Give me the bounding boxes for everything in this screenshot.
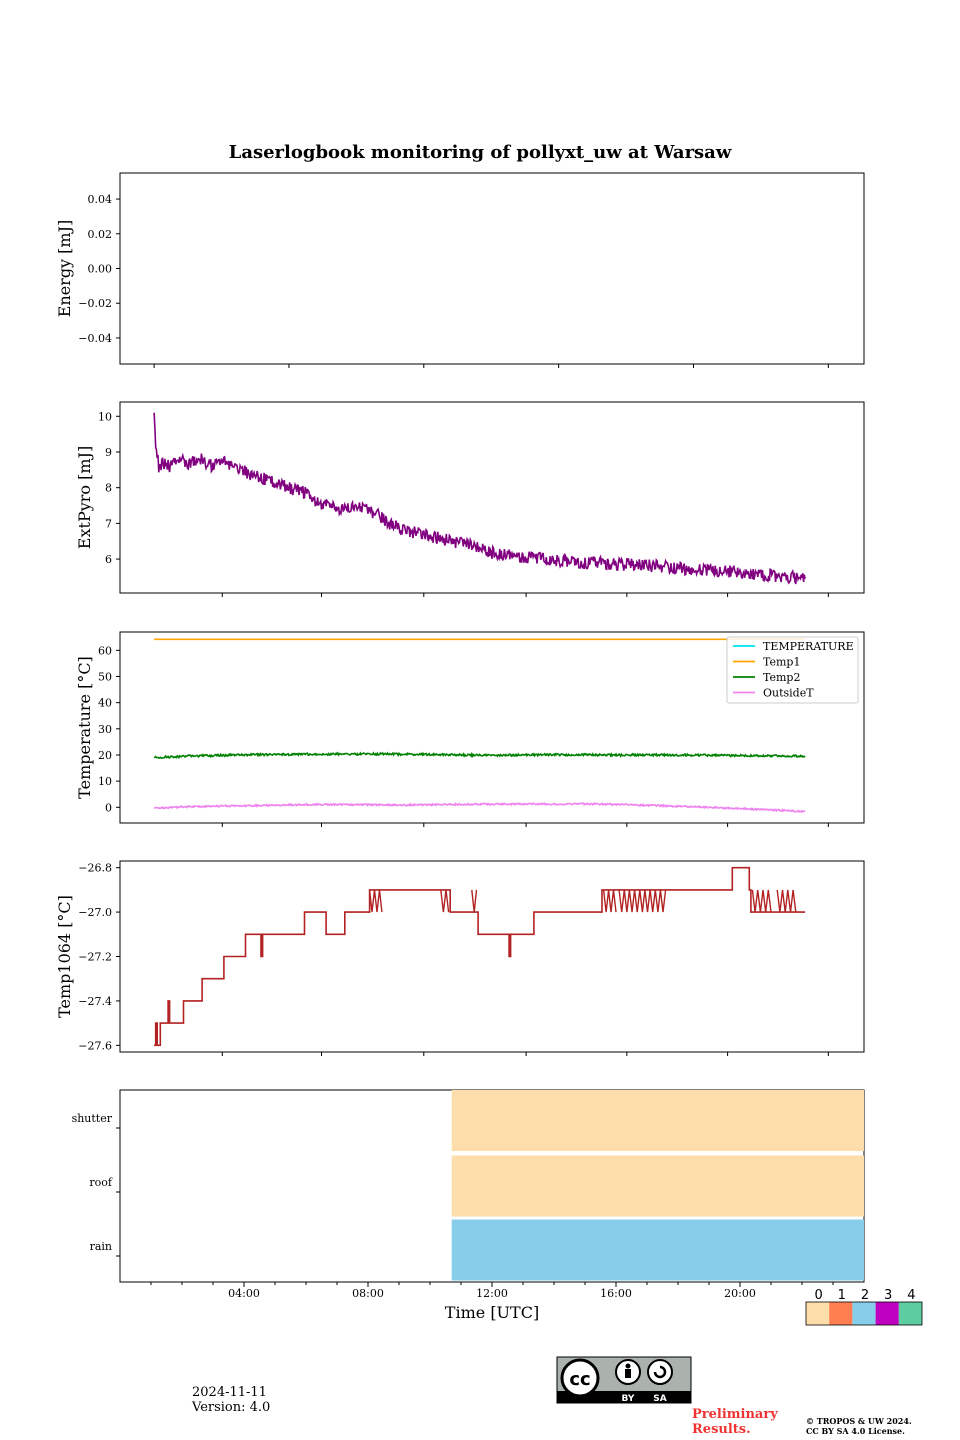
energy-frame [119,172,865,365]
temp1064-flicker-segment [368,889,383,913]
temp1064-panel: −26.8 −27.0 −27.2 −27.4 −27.6 Temp1064 [°C] [55,860,865,1056]
temp1064-flicker-segment [602,889,617,913]
colorbar-label-0: 0 [814,1288,822,1303]
colorbar-swatch-0 [806,1302,830,1325]
cc-logo-text: cc [569,1369,590,1390]
cc-logo-icon [560,1358,600,1398]
status-panel: shutter roof rain 04:00 08:00 12:00 16:00 20:00… [72,1089,865,1322]
temp1064-ytick-label: −27.6 [78,1039,112,1052]
legend-label-temp2: Temp2 [763,671,800,684]
temperature-ytick-label: 60 [98,644,112,657]
status-segment-roof [451,1155,864,1217]
temp1064-flicker-segment [751,889,772,913]
cc-sa-label: SA [653,1394,666,1404]
status-xtick-label: 04:00 [228,1287,260,1300]
energy-ytick-label: 0.04 [88,193,113,206]
temperature-ytick-label: 40 [98,697,112,710]
colorbar-label-2: 2 [861,1288,869,1303]
status-xlabel: Time [UTC] [445,1303,539,1322]
temp1064-ytick-label: −27.0 [78,906,112,919]
figure-title: Laserlogbook monitoring of pollyxt_uw at… [229,142,732,163]
temperature-ytick-label: 20 [98,749,112,762]
status-xtick-label: 12:00 [476,1287,508,1300]
status-row-label-shutter: shutter [72,1112,113,1125]
temp1064-flicker-segment [440,889,450,913]
temp1064-ytick-label: −26.8 [78,862,112,875]
extpyro-ytick-label: 8 [105,482,112,495]
legend-label-temperature: TEMPERATURE [763,640,854,653]
colorbar-swatch-4 [898,1302,922,1325]
extpyro-ytick-label: 6 [105,553,112,566]
cc-license-badge: cc BY SA [556,1356,692,1404]
energy-panel: 0.04 0.02 0.00 −0.02 −0.04 Energy [mJ] [55,172,865,368]
temp1064-ylabel: Temp1064 [°C] [55,895,74,1018]
temp1064-ytick-label: −27.2 [78,951,112,964]
extpyro-series-line [153,412,806,585]
preliminary-text-line2: Results. [692,1422,751,1437]
colorbar-swatch-1 [829,1302,853,1325]
extpyro-frame [119,401,865,594]
legend-label-temp1: Temp1 [763,656,800,669]
temperature-ytick-label: 30 [98,723,112,736]
temp1064-flicker-segment [618,889,667,913]
energy-ylabel: Energy [mJ] [55,220,74,318]
status-xtick-label: 20:00 [724,1287,756,1300]
extpyro-ylabel: ExtPyro [mJ] [75,446,94,549]
status-segment-shutter [451,1090,864,1151]
footer-version: Version: 4.0 [191,1400,270,1415]
temp1064-flicker-segment [471,889,478,913]
colorbar-swatch-2 [852,1302,876,1325]
extpyro-ytick-label: 10 [98,410,112,423]
energy-ytick-label: 0.00 [88,263,113,276]
colorbar-label-4: 4 [907,1288,915,1303]
energy-ytick-label: −0.02 [78,297,112,310]
temperature-series-outsidet [154,802,806,814]
temperature-legend [726,636,859,704]
cc-by-label: BY [622,1394,635,1404]
legend-label-outsidet: OutsideT [763,687,814,700]
temperature-ytick-label: 10 [98,775,112,788]
temperature-panel: 60 50 40 30 20 10 0 Temperature [°C] TEMPERATURE… [75,631,865,827]
status-row-label-roof: roof [89,1176,113,1189]
extpyro-panel: 10 9 8 7 6 ExtPyro [mJ] [75,401,865,597]
preliminary-text-line1: Preliminary [692,1407,778,1422]
energy-ytick-label: 0.02 [88,228,113,241]
extpyro-ytick-label: 7 [105,517,112,530]
copyright-line1: © TROPOS & UW 2024. [806,1416,912,1426]
temperature-ytick-label: 50 [98,670,112,683]
colorbar-frame [805,1301,923,1326]
temperature-ylabel: Temperature [°C] [75,656,94,799]
sa-share-icon [647,1359,673,1385]
footer-date: 2024-11-11 [192,1385,267,1400]
energy-ytick-label: −0.04 [78,332,112,345]
status-xtick-label: 16:00 [600,1287,632,1300]
temp1064-ytick-label: −27.4 [78,995,112,1008]
temperature-series-temp2 [153,751,806,760]
colorbar-swatch-3 [875,1302,899,1325]
copyright-line2: CC BY SA 4.0 License. [806,1426,905,1436]
status-segment-rain [451,1219,864,1281]
extpyro-ytick-label: 9 [105,446,112,459]
temp1064-series-line [154,866,806,1047]
status-row-label-rain: rain [90,1240,112,1253]
temperature-ytick-label: 0 [105,801,112,814]
colorbar-label-3: 3 [884,1288,892,1303]
colorbar-label-1: 1 [838,1288,846,1303]
temp1064-flicker-segment [776,889,797,913]
status-xtick-label: 08:00 [352,1287,384,1300]
